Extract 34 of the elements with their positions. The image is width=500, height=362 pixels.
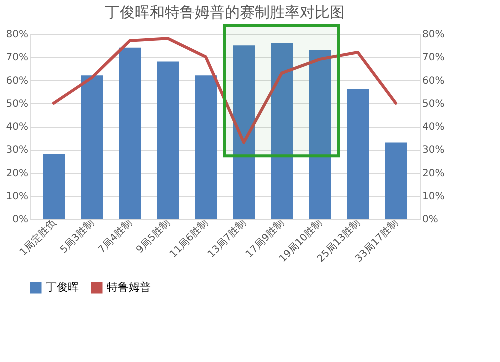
- y2-tick-label: 0%: [422, 214, 438, 226]
- legend-label: 丁俊晖: [46, 281, 79, 294]
- y2-tick-label: 30%: [422, 145, 445, 156]
- bar: [347, 90, 369, 219]
- x-tick-label: 5局3胜制: [58, 217, 97, 256]
- y-tick-label: 0%: [12, 214, 28, 226]
- y-tick-label: 30%: [6, 145, 28, 156]
- y-tick-label: 70%: [6, 52, 28, 64]
- bar: [385, 142, 407, 219]
- y-tick-label: 10%: [6, 191, 28, 202]
- x-tick-label: 7局4胜制: [96, 217, 135, 256]
- bar: [157, 62, 179, 219]
- y-tick-label: 60%: [6, 76, 28, 87]
- y2-tick-label: 20%: [422, 168, 445, 180]
- bar: [119, 48, 141, 219]
- legend-label: 特鲁姆普: [107, 281, 151, 294]
- y-tick-label: 40%: [6, 122, 28, 133]
- y2-tick-label: 70%: [422, 52, 445, 64]
- y-tick-label: 80%: [6, 30, 28, 40]
- bar: [195, 76, 217, 219]
- y2-tick-label: 50%: [422, 98, 445, 110]
- bar: [81, 76, 103, 219]
- bar: [271, 43, 293, 219]
- y-tick-label: 20%: [6, 168, 28, 180]
- y2-tick-label: 10%: [422, 191, 445, 202]
- y2-tick-label: 40%: [422, 122, 445, 133]
- y2-tick-label: 80%: [422, 30, 445, 40]
- bar: [309, 50, 331, 219]
- chart-title: 丁俊晖和特鲁姆普的赛制胜率对比图: [105, 4, 345, 22]
- bar: [43, 154, 65, 219]
- y-tick-label: 50%: [6, 98, 28, 110]
- bar: [233, 46, 255, 219]
- y2-tick-label: 60%: [422, 76, 445, 87]
- line-series: [52, 37, 398, 144]
